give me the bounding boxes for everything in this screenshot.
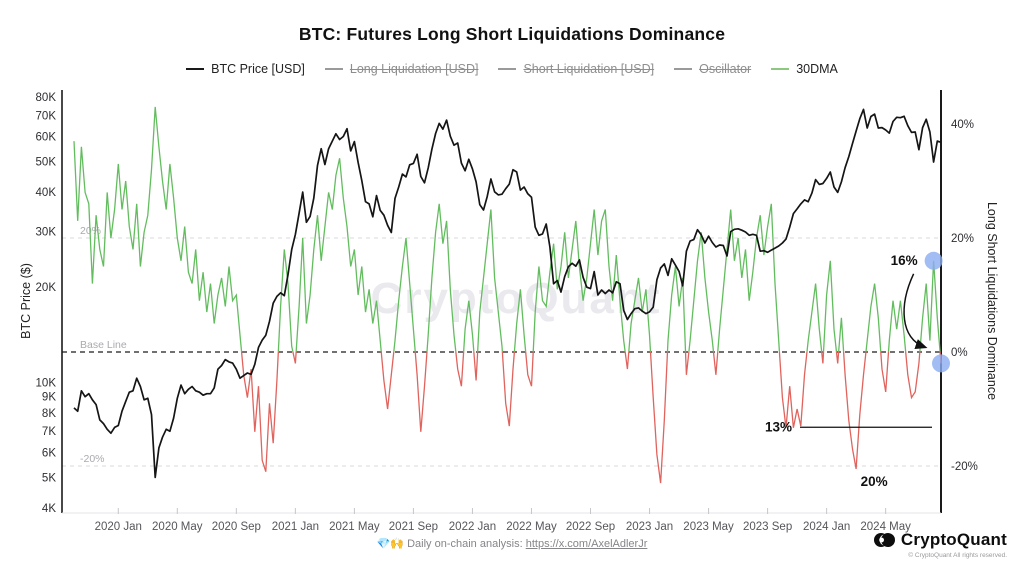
btc-price-line	[73, 108, 942, 479]
x-tick-label: 2020 Jan	[95, 521, 142, 533]
series-lines	[73, 106, 942, 484]
x-tick-label: 2020 Sep	[212, 521, 261, 533]
x-tick-label: 2023 Jan	[626, 521, 673, 533]
legend-item[interactable]: 30DMA	[771, 62, 838, 76]
x-tick-label: 2021 May	[329, 521, 380, 533]
price-tick-label: 7K	[42, 426, 56, 438]
price-tick-label: 60K	[36, 131, 57, 143]
band-label: Base Line	[80, 339, 127, 351]
legend-swatch	[186, 68, 205, 70]
legend-item[interactable]: Oscillator	[674, 62, 751, 76]
legend-item[interactable]: BTC Price [USD]	[186, 62, 305, 76]
branding: CryptoQuant © CryptoQuant All rights res…	[873, 530, 1007, 559]
chart-legend: BTC Price [USD] Long Liquidation [USD] Sho…	[0, 62, 1024, 76]
dominance-30dma-line-positive	[73, 106, 941, 352]
price-tick-label: 8K	[42, 408, 56, 420]
legend-swatch	[771, 68, 790, 70]
x-tick-label: 2021 Jan	[272, 521, 319, 533]
x-tick-label: 2023 May	[683, 521, 734, 533]
footer-note: 💎🙌 Daily on-chain analysis: https://x.co…	[0, 537, 1024, 550]
dominance-tick-label: -20%	[951, 461, 978, 473]
price-tick-label: 40K	[36, 187, 57, 199]
grid-bands: 20%Base Line-20%	[62, 225, 941, 467]
price-tick-label: 10K	[36, 377, 57, 389]
band-label: -20%	[80, 453, 105, 465]
x-tick-label: 2023 Sep	[743, 521, 792, 533]
x-tick-label: 2022 May	[506, 521, 557, 533]
legend-item[interactable]: Long Liquidation [USD]	[324, 62, 479, 76]
legend-swatch	[498, 68, 517, 70]
trough-20-label: 20%	[861, 474, 888, 489]
dominance-tick-label: 0%	[951, 347, 968, 359]
legend-label: 30DMA	[796, 62, 838, 76]
price-tick-label: 9K	[42, 392, 56, 404]
dominance-tick-label: 20%	[951, 233, 974, 245]
legend-label: BTC Price [USD]	[211, 62, 305, 76]
price-tick-label: 5K	[42, 472, 56, 484]
peak-16-label: 16%	[891, 253, 918, 268]
dominance-tick-label: 40%	[951, 119, 974, 131]
legend-label: Short Liquidation [USD]	[523, 62, 655, 76]
price-tick-label: 20K	[36, 282, 57, 294]
left-axis-title: BTC Price ($)	[19, 263, 33, 339]
cryptoquant-logo-icon	[873, 533, 895, 547]
x-tick-label: 2021 Sep	[389, 521, 438, 533]
x-tick-label: 2024 May	[860, 521, 911, 533]
brand-name: CryptoQuant	[900, 530, 1007, 549]
legend-label: Oscillator	[699, 62, 752, 76]
dominance-30dma-line-negative	[240, 352, 942, 484]
page-title: BTC: Futures Long Short Liquidations Dom…	[298, 24, 726, 44]
legend-label: Long Liquidation [USD]	[349, 62, 479, 76]
x-tick-label: 2024 Jan	[803, 521, 850, 533]
legend-item[interactable]: Short Liquidation [USD]	[498, 62, 654, 76]
brand-copyright: © CryptoQuant All rights reserved.	[908, 552, 1007, 559]
footer-text: Daily on-chain analysis:	[407, 538, 523, 550]
footer-link[interactable]: https://x.com/AxelAdlerJr	[525, 538, 648, 550]
x-tick-label: 2020 May	[152, 521, 203, 533]
highlight-dot-peak	[924, 251, 943, 270]
annotations: 13% 20% 16%	[765, 251, 950, 489]
highlight-dot-end	[932, 354, 950, 373]
legend-swatch	[324, 68, 343, 70]
level-13-label: 13%	[765, 420, 792, 435]
price-tick-label: 70K	[36, 110, 57, 122]
price-tick-label: 50K	[36, 156, 57, 168]
legend-swatch	[674, 68, 693, 70]
x-tick-label: 2022 Jan	[449, 521, 496, 533]
price-tick-label: 4K	[42, 503, 56, 515]
callout-arrow	[903, 273, 928, 350]
footer-emoji: 💎🙌	[376, 538, 405, 550]
x-tick-label: 2022 Sep	[566, 521, 615, 533]
axes: 80K 70K 60K 50K 40K 30K 20K 10K 9K 8K 7K 6K 5K 4K 40% 2…	[36, 90, 978, 533]
price-tick-label: 30K	[36, 227, 57, 239]
price-tick-label: 6K	[42, 447, 56, 459]
price-tick-label: 80K	[36, 92, 57, 104]
right-axis-title: Long Short Liquidations Dominance	[985, 202, 999, 400]
